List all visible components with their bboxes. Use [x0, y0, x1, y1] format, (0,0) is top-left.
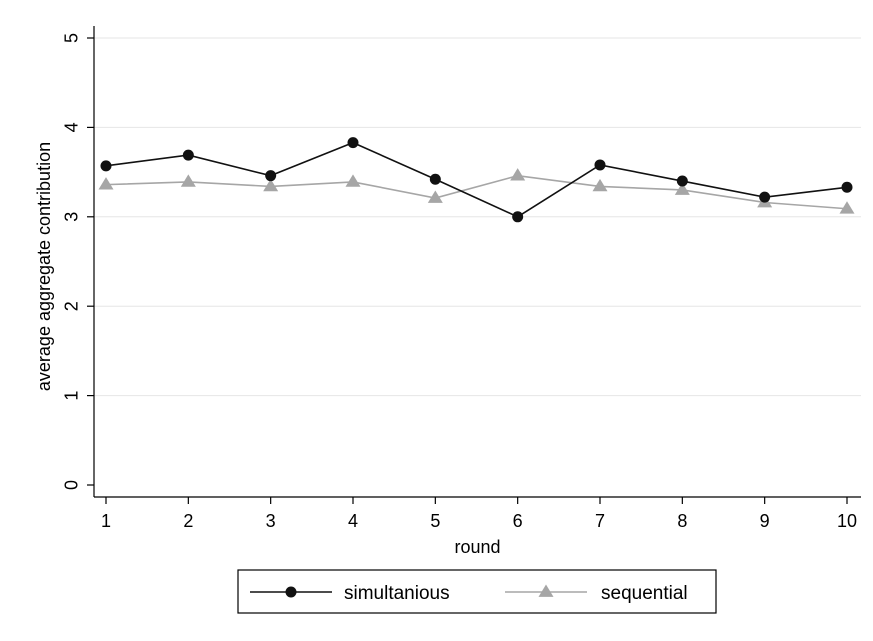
series-simultanious — [100, 137, 853, 223]
legend-marker-shape — [285, 586, 297, 598]
data-point — [841, 181, 853, 193]
data-point — [263, 178, 279, 192]
x-tick-label: 6 — [513, 511, 523, 531]
grid-layer — [94, 37, 861, 397]
data-point — [594, 159, 606, 171]
y-tick-label: 0 — [61, 480, 81, 490]
y-tick-label: 4 — [61, 122, 81, 132]
data-point — [100, 160, 112, 172]
x-tick-label: 5 — [430, 511, 440, 531]
data-point — [839, 201, 855, 214]
legend: simultanious sequential — [237, 569, 717, 614]
y-tick-label: 3 — [61, 212, 81, 222]
data-point — [510, 168, 526, 181]
series-layer — [98, 137, 855, 223]
tick-layer: 0 1 2 3 4 5 1 2 3 4 5 6 7 8 9 10 — [61, 33, 857, 531]
x-axis-title: round — [454, 537, 500, 557]
data-point — [98, 177, 114, 190]
data-point — [265, 170, 277, 182]
data-point — [759, 191, 771, 203]
x-tick-label: 9 — [760, 511, 770, 531]
legend-swatch-marker — [285, 586, 297, 598]
data-point — [429, 173, 441, 185]
legend-marker-shape — [538, 584, 554, 597]
legend-label: sequential — [601, 583, 688, 604]
x-tick-label: 3 — [266, 511, 276, 531]
data-point — [592, 178, 608, 192]
data-point — [427, 190, 443, 203]
axes-layer — [93, 26, 861, 498]
data-point — [512, 211, 524, 223]
x-tick-label: 8 — [677, 511, 687, 531]
data-point — [674, 182, 690, 195]
data-point — [345, 174, 361, 187]
y-tick-label: 1 — [61, 391, 81, 401]
data-point — [347, 137, 359, 149]
y-tick-label: 5 — [61, 33, 81, 43]
x-tick-label: 1 — [101, 511, 111, 531]
x-tick-label: 7 — [595, 511, 605, 531]
series-line — [105, 141, 848, 218]
y-axis-title: average aggregate contribution — [34, 142, 54, 391]
data-point — [676, 175, 688, 187]
legend-label: simultanious — [344, 583, 450, 604]
data-point — [182, 149, 194, 161]
x-tick-label: 4 — [348, 511, 358, 531]
x-tick-label: 10 — [837, 511, 857, 531]
y-tick-label: 2 — [61, 301, 81, 311]
data-point — [180, 174, 196, 187]
series-line — [105, 174, 848, 210]
x-tick-label: 2 — [183, 511, 193, 531]
legend-swatch-marker — [538, 584, 554, 597]
series-sequential — [98, 168, 855, 214]
